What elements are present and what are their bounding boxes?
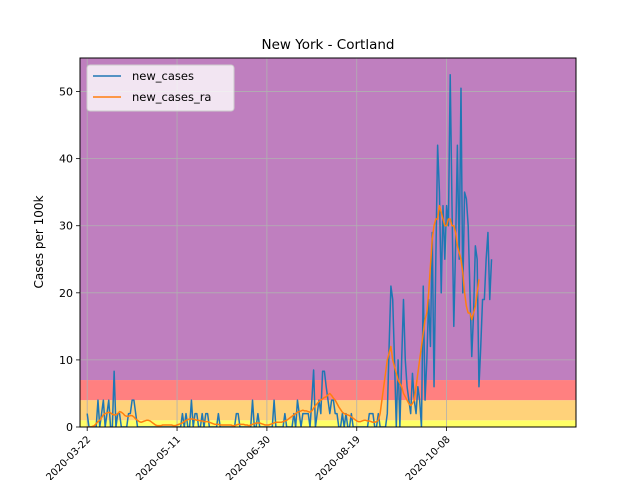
x-tick-label: 2020-10-08 xyxy=(404,434,453,480)
x-tick-label: 2020-05-11 xyxy=(134,434,183,480)
series-lines xyxy=(86,74,493,427)
legend-label-new-cases-ra: new_cases_ra xyxy=(132,90,211,104)
series-line-new_cases xyxy=(86,74,493,427)
x-tick-label: 2020-03-22 xyxy=(44,434,93,480)
x-tick-label: 2020-06-30 xyxy=(224,434,273,480)
series-line-new_cases_ra xyxy=(87,204,480,427)
threshold-bands xyxy=(80,58,576,427)
band-0 xyxy=(80,420,576,427)
y-tick-label: 50 xyxy=(59,86,73,99)
y-axis: 0 10 20 30 40 50 xyxy=(59,86,80,434)
legend-label-new-cases: new_cases xyxy=(132,69,194,83)
band-2 xyxy=(80,380,576,401)
x-tick-label: 2020-08-19 xyxy=(314,434,363,480)
y-tick-label: 10 xyxy=(59,354,73,367)
y-tick-label: 30 xyxy=(59,220,73,233)
band-3 xyxy=(80,58,576,381)
x-axis: 2020-03-22 2020-05-11 2020-06-30 2020-08-19… xyxy=(44,427,453,480)
y-tick-label: 20 xyxy=(59,287,73,300)
legend: new_cases new_cases_ra xyxy=(86,64,235,112)
y-axis-label: Cases per 100k xyxy=(32,195,46,288)
plot-frame xyxy=(79,57,577,428)
grid-lines xyxy=(80,58,576,428)
chart-title: New York - Cortland xyxy=(262,37,395,53)
band-1 xyxy=(80,400,576,421)
y-tick-label: 40 xyxy=(59,153,73,166)
y-tick-label: 0 xyxy=(66,421,73,434)
legend-box xyxy=(86,64,235,112)
